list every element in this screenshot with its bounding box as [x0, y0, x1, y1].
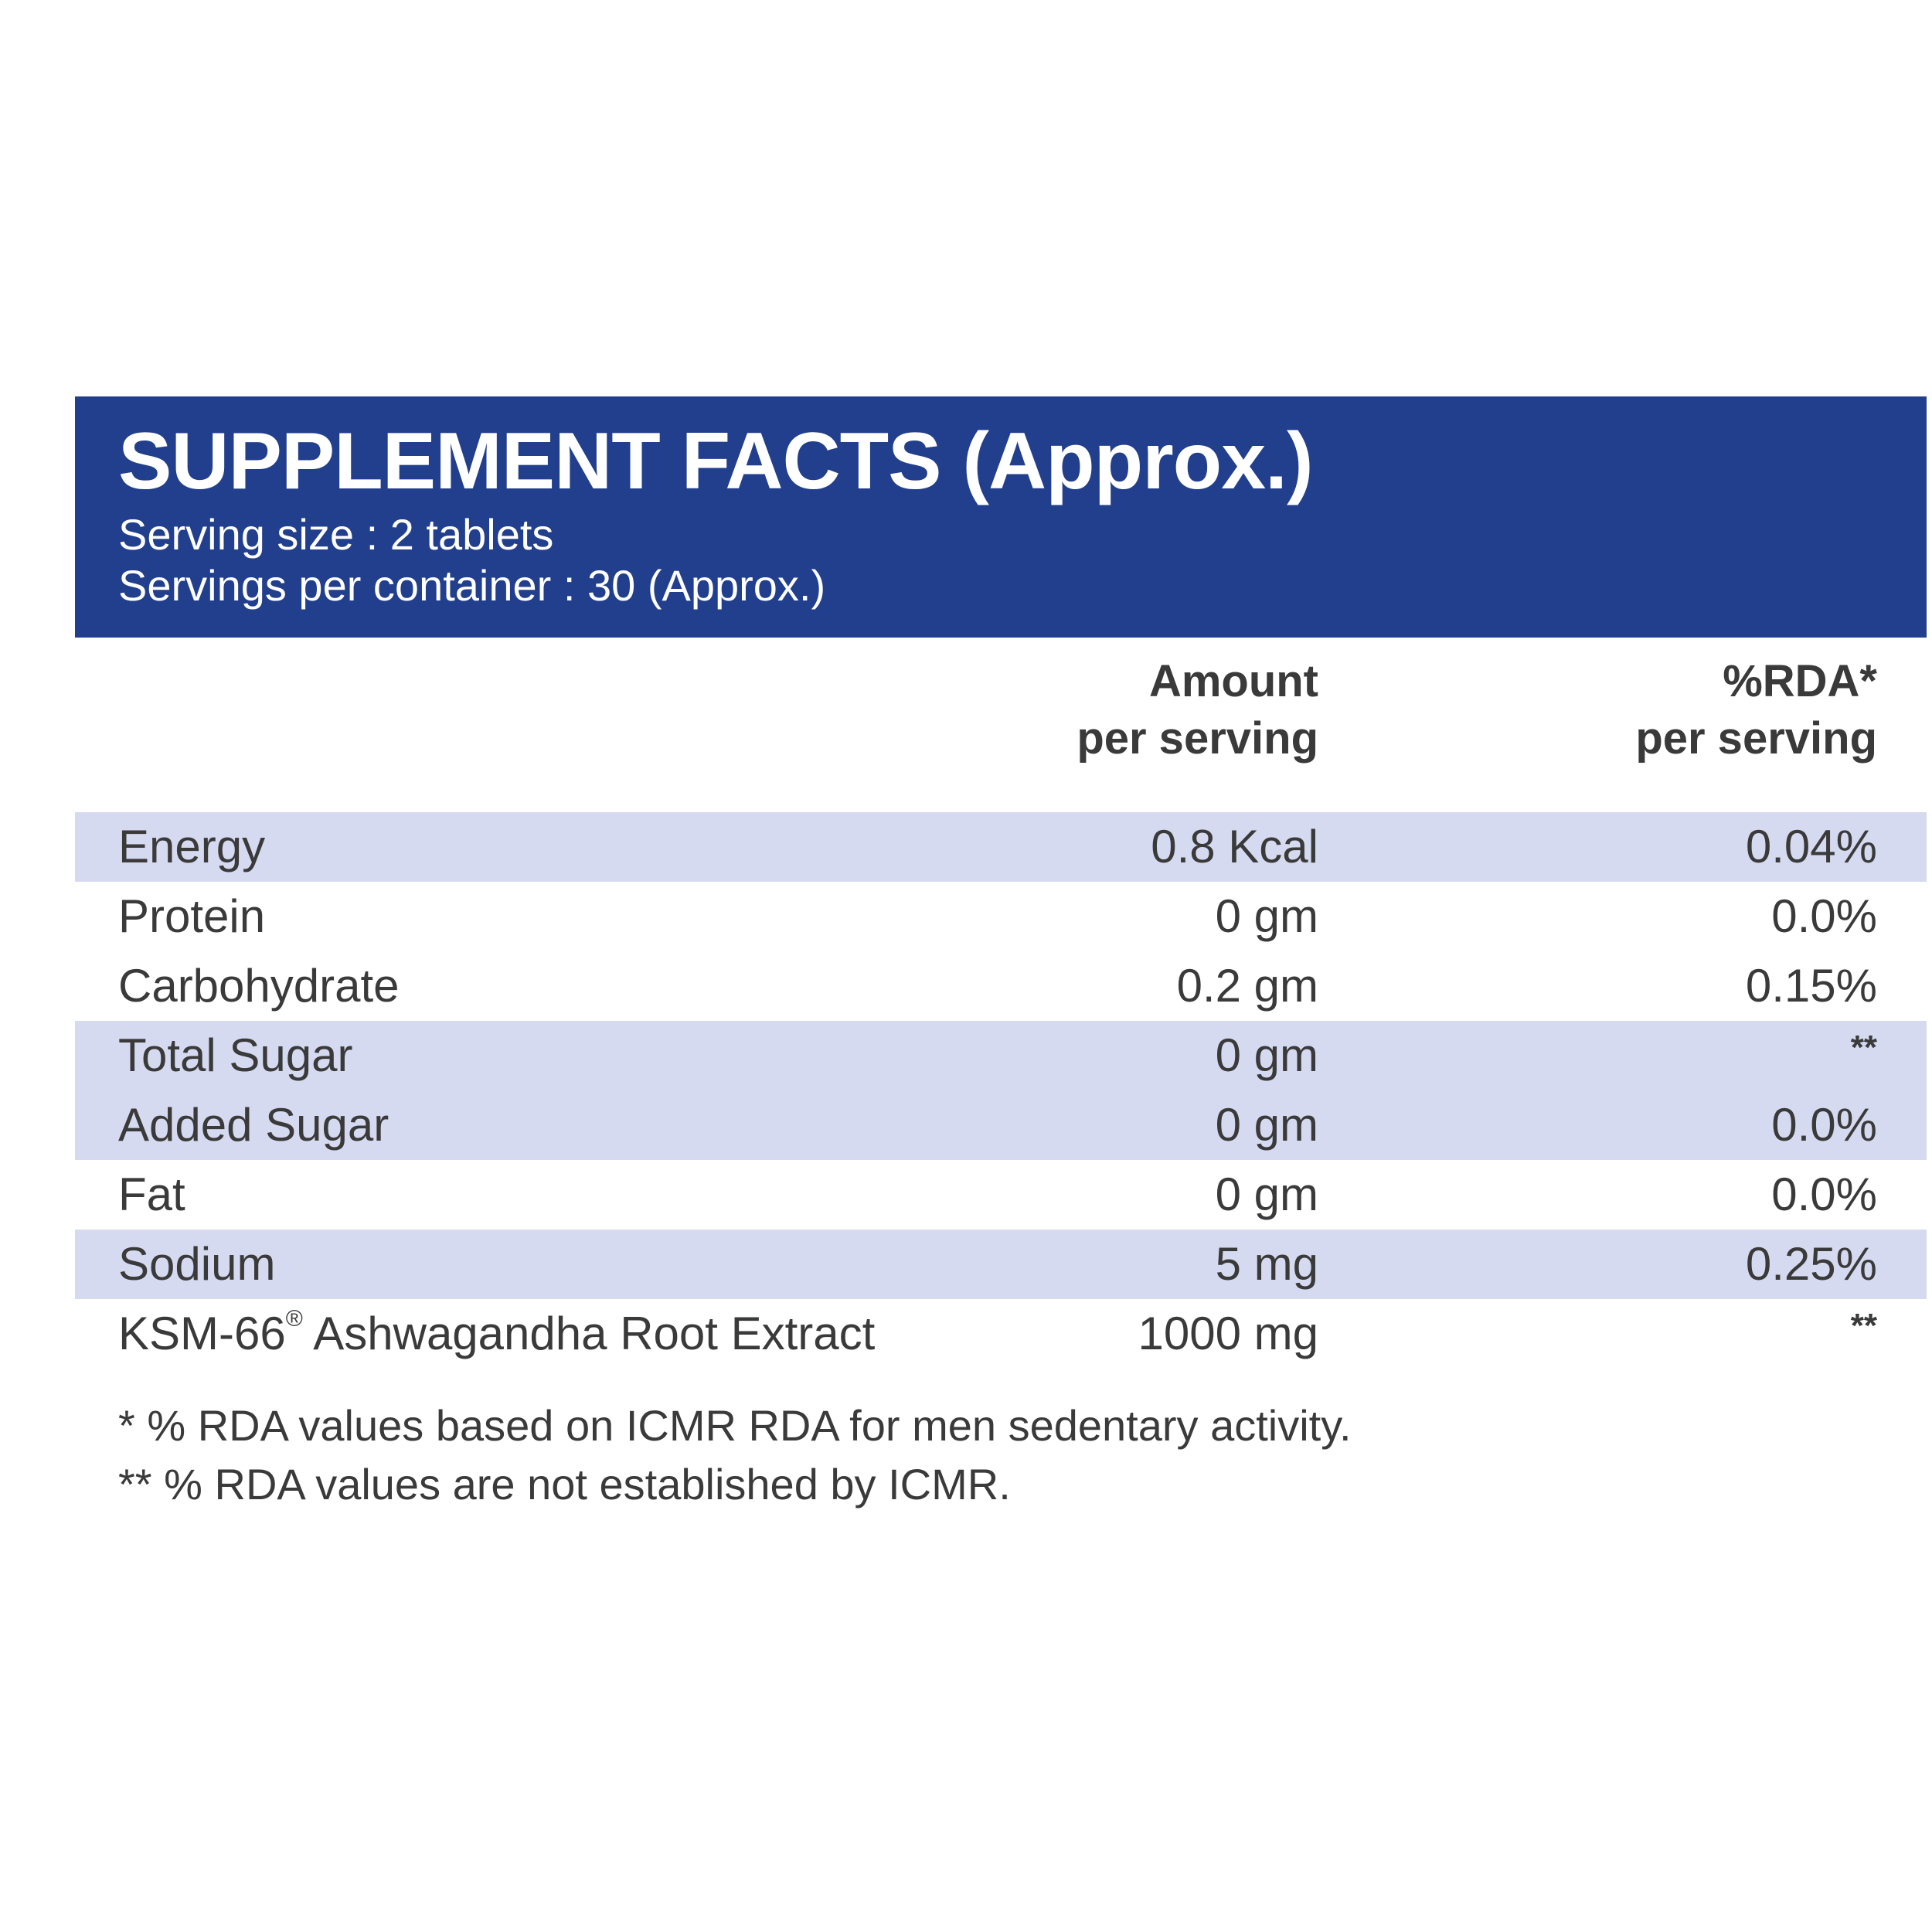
column-headers: Amount per serving %RDA* per serving [75, 638, 1927, 812]
footnote: * % RDA values based on ICMR RDA for men… [118, 1401, 1352, 1450]
nutrient-name: Sodium [118, 1238, 276, 1290]
nutrient-name: Added Sugar [118, 1099, 389, 1151]
amount-header-line2: per serving [1077, 713, 1318, 764]
nutrient-amount: 5 mg [1215, 1238, 1318, 1290]
nutrient-name: Total Sugar [118, 1029, 353, 1081]
table-row: Energy 0.8 Kcal 0.04% [75, 812, 1927, 882]
nutrient-amount: 1000 mg [1138, 1308, 1319, 1359]
table-row: Fat 0 gm 0.0% [75, 1160, 1927, 1230]
nutrient-name: Carbohydrate [118, 960, 400, 1012]
nutrient-rows: Energy 0.8 Kcal 0.04% Protein 0 gm 0.0% … [75, 812, 1927, 1369]
facts-header: SUPPLEMENT FACTS (Approx.) Serving size … [75, 396, 1927, 638]
table-row: KSM-66® Ashwagandha Root Extract 1000 mg… [75, 1299, 1927, 1369]
nutrient-amount: 0 gm [1215, 1099, 1318, 1151]
nutrient-rda: 0.25% [1745, 1238, 1877, 1290]
amount-header-line1: Amount [1148, 656, 1318, 706]
registered-mark: ® [285, 1306, 303, 1332]
nutrient-amount: 0 gm [1215, 1168, 1318, 1220]
table-row: Carbohydrate 0.2 gm 0.15% [75, 951, 1927, 1021]
amount-column-header: Amount per serving [1077, 653, 1318, 767]
nutrient-rda: ** [1850, 1307, 1877, 1345]
nutrient-rda: 0.0% [1771, 1168, 1877, 1220]
nutrient-name: KSM-66® Ashwagandha Root Extract [118, 1299, 875, 1369]
nutrient-name: Protein [118, 890, 266, 942]
nutrient-rda: 0.04% [1745, 821, 1877, 872]
rda-header-line1: %RDA* [1723, 656, 1877, 706]
rda-column-header: %RDA* per serving [1635, 653, 1877, 767]
nutrient-name: Energy [118, 821, 266, 872]
table-row: Total Sugar 0 gm ** [75, 1021, 1927, 1090]
nutrient-rda: ** [1850, 1029, 1877, 1066]
nutrient-name: Fat [118, 1168, 185, 1220]
nutrient-rda: 0.15% [1745, 960, 1877, 1012]
nutrient-amount: 0.2 gm [1176, 960, 1318, 1012]
nutrient-rda: 0.0% [1771, 1099, 1877, 1151]
nutrient-rda: 0.0% [1771, 890, 1877, 942]
nutrient-amount: 0 gm [1215, 890, 1318, 942]
serving-size: Serving size : 2 tablets [118, 510, 554, 559]
nutrient-amount: 0.8 Kcal [1151, 821, 1318, 872]
footnotes: * % RDA values based on ICMR RDA for men… [75, 1369, 1927, 1514]
ingredient-name: KSM-66 [118, 1308, 286, 1359]
table-row: Protein 0 gm 0.0% [75, 882, 1927, 951]
nutrient-amount: 0 gm [1215, 1029, 1318, 1081]
facts-title: SUPPLEMENT FACTS (Approx.) [118, 417, 1314, 506]
supplement-facts-panel: SUPPLEMENT FACTS (Approx.) Serving size … [75, 396, 1927, 1514]
ingredient-name-suffix: Ashwagandha Root Extract [302, 1308, 876, 1359]
table-row: Added Sugar 0 gm 0.0% [75, 1090, 1927, 1160]
footnote: ** % RDA values are not established by I… [118, 1460, 1011, 1509]
table-row: Sodium 5 mg 0.25% [75, 1230, 1927, 1299]
servings-per-container: Servings per container : 30 (Approx.) [118, 561, 826, 610]
rda-header-line2: per serving [1635, 713, 1877, 764]
